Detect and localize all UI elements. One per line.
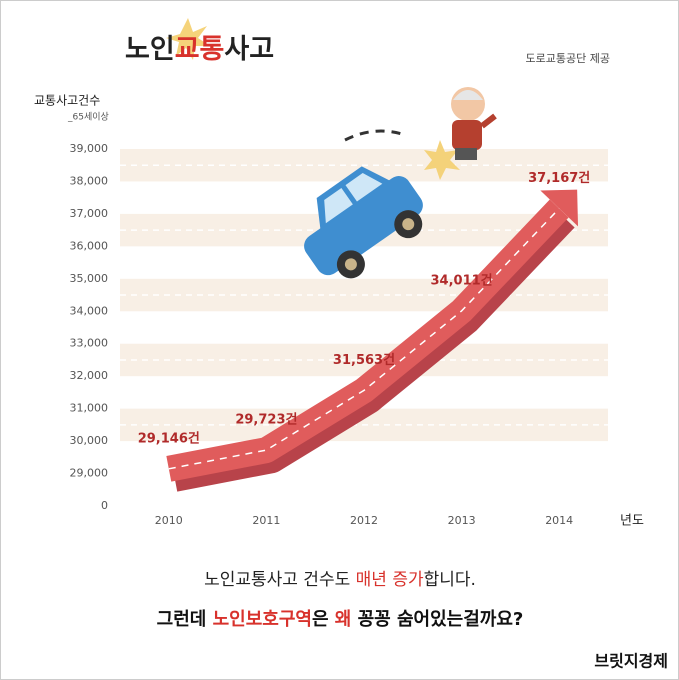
caption-part: 매년 증가 xyxy=(356,570,424,590)
value-label: 37,167건 xyxy=(528,170,590,186)
plot: 0 29,000 30,000 31,000 32,000 33,000 34,000 35,… xyxy=(70,142,608,527)
value-label: 29,723건 xyxy=(235,412,297,428)
caption-line: 그런데 노인보호구역은 왜 꽁꽁 숨어있는걸까요? xyxy=(157,608,524,630)
value-label: 34,011건 xyxy=(431,272,493,288)
y-axis-label: 교통사고건수 xyxy=(34,94,100,108)
y-tick-label: 0 xyxy=(101,499,108,512)
x-tick-label: 2010 xyxy=(155,514,183,527)
caption-part: 꽁꽁 숨어있는걸까요? xyxy=(351,608,523,630)
y-tick-label: 37,000 xyxy=(70,207,109,220)
value-label: 31,563건 xyxy=(333,352,395,368)
y-tick-label: 38,000 xyxy=(70,174,109,187)
caption-part: 노인보호구역 xyxy=(213,609,312,630)
value-label: 29,146건 xyxy=(138,430,200,446)
caption-part: 합니다. xyxy=(424,570,476,590)
title-part: 사고 xyxy=(224,34,274,65)
y-axis-sublabel: _65세이상 xyxy=(67,112,109,123)
x-tick-label: 2011 xyxy=(252,514,280,527)
caption-part: 왜 xyxy=(335,609,352,630)
title: 노인교통사고 xyxy=(125,34,274,65)
brand: 브릿지경제 xyxy=(594,652,668,671)
x-tick-label: 2012 xyxy=(350,514,378,527)
y-tick-label: 36,000 xyxy=(70,239,109,252)
y-tick-label: 31,000 xyxy=(70,402,109,415)
y-tick-label: 29,000 xyxy=(70,467,109,480)
title-burst xyxy=(166,18,210,60)
title-part: 교통 xyxy=(175,34,225,65)
caption-part: 은 xyxy=(312,609,335,630)
y-tick-label: 35,000 xyxy=(70,272,109,285)
source: 도로교통공단 제공 xyxy=(526,52,610,65)
arrow-head xyxy=(540,189,579,227)
caption-part: 그런데 xyxy=(157,609,213,630)
y-tick-label: 32,000 xyxy=(70,369,109,382)
title-part: 노인 xyxy=(125,34,175,65)
x-axis-label: 년도 xyxy=(620,514,644,529)
y-tick-label: 34,000 xyxy=(70,304,109,317)
arrow-centerline xyxy=(168,207,560,470)
y-tick-label: 39,000 xyxy=(70,142,109,155)
illustration xyxy=(304,87,497,279)
y-tick-label: 30,000 xyxy=(70,434,109,447)
caption-part: 노인교통사고 건수도 xyxy=(204,570,356,590)
x-tick-label: 2014 xyxy=(545,514,573,527)
y-tick-label: 33,000 xyxy=(70,337,109,350)
x-tick-label: 2013 xyxy=(448,514,476,527)
caption-line: 노인교통사고 건수도 매년 증가합니다. xyxy=(204,570,476,590)
